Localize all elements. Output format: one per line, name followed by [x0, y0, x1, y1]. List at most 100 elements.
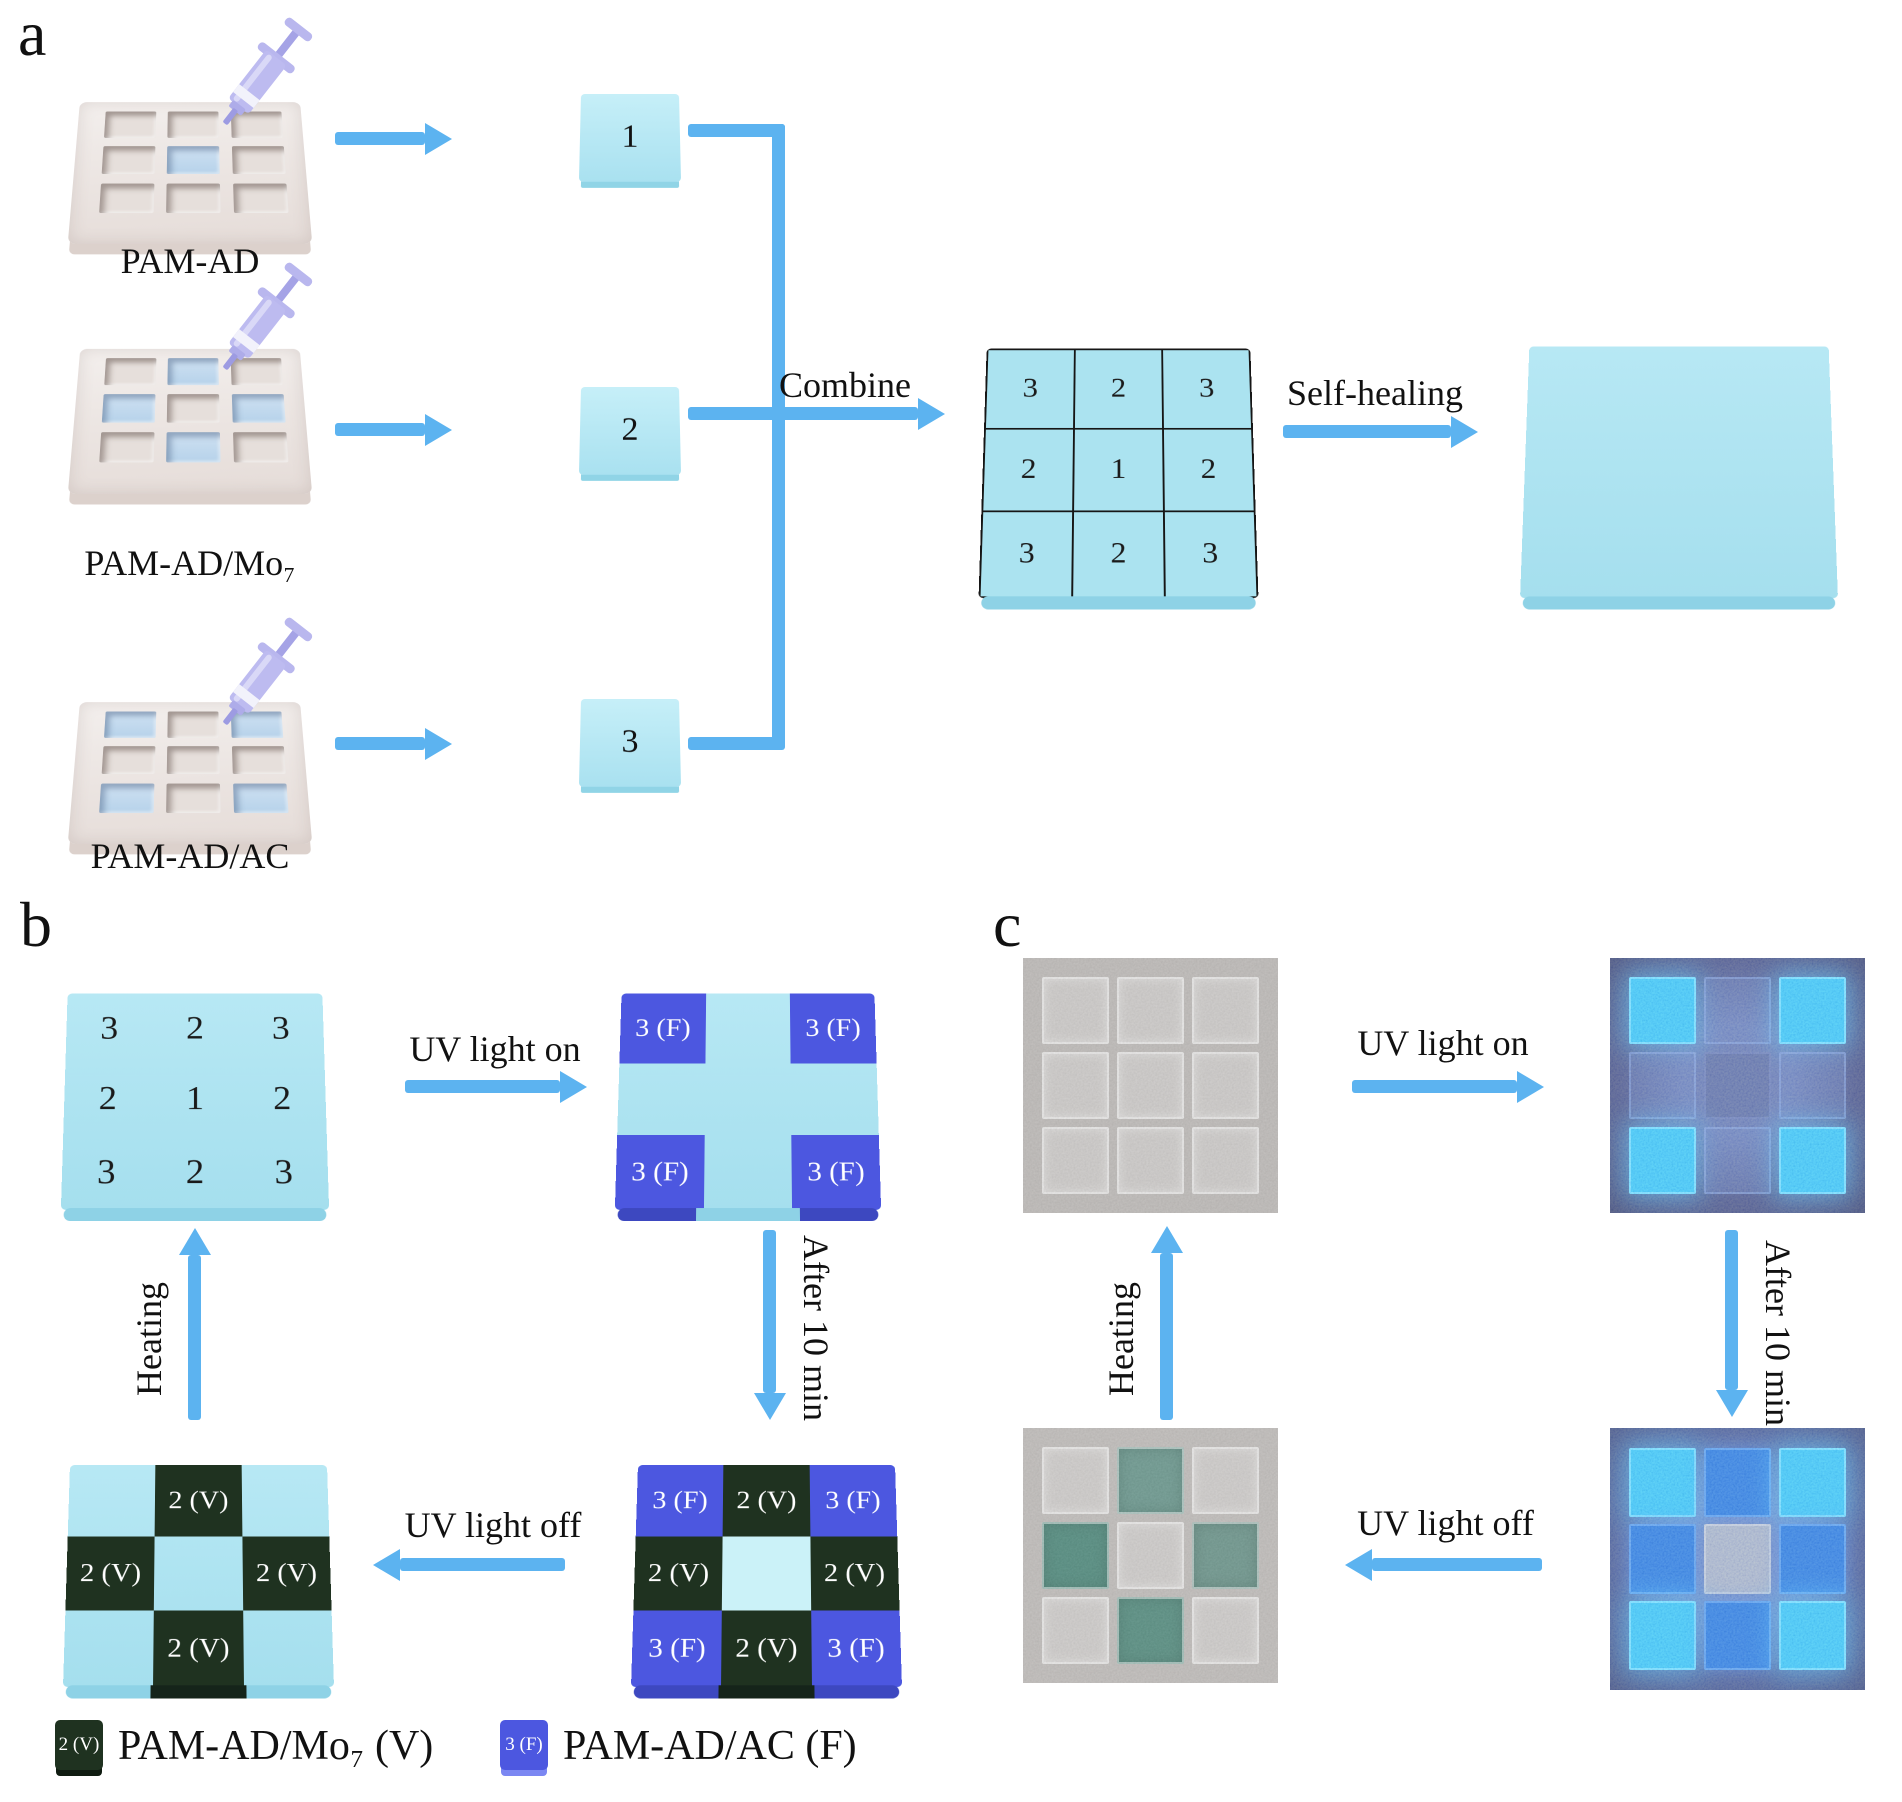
grid-cell	[1191, 1521, 1259, 1590]
combine-label: Combine	[779, 365, 911, 405]
grid-cell: 3	[100, 1010, 119, 1047]
grid-cell: 3	[96, 1153, 116, 1192]
arrow-mold1-to-tile1	[335, 132, 425, 145]
grid-cell	[1778, 1051, 1846, 1120]
grid-cell	[68, 1465, 156, 1536]
grid-cell	[1116, 1051, 1185, 1120]
grid-cell	[1191, 1051, 1259, 1120]
grid-cell	[154, 1537, 243, 1611]
photo-gel-daylight	[1023, 958, 1278, 1213]
after-10-min-arrow-c	[1725, 1230, 1738, 1390]
grid-cell	[1116, 1521, 1185, 1590]
grid-cell	[1629, 1051, 1697, 1120]
photo-grid	[1042, 1447, 1259, 1664]
syringe-icon	[223, 262, 313, 370]
uv-light-on-label-c: UV light on	[1357, 1023, 1529, 1063]
slab-front-edge	[617, 1208, 879, 1222]
uv-light-on-label-b: UV light on	[409, 1029, 581, 1069]
grid-cell	[704, 1063, 791, 1135]
grid-cell: 2 (V)	[65, 1536, 155, 1611]
healed-slab	[1520, 346, 1838, 610]
grid-cell: 3 (F)	[810, 1610, 902, 1688]
grid-cell	[1042, 1596, 1110, 1664]
self-healing-arrow	[1283, 425, 1451, 438]
grid-cell: 3 (F)	[809, 1465, 898, 1537]
grid-cell: 2	[1073, 512, 1164, 597]
grid-cell: 2 (V)	[242, 1536, 332, 1611]
grid-cell	[1778, 1524, 1846, 1594]
photo-gel-uv-off-colored	[1023, 1428, 1278, 1683]
mold-well	[99, 432, 155, 463]
grid-cell: 2 (V)	[722, 1465, 811, 1537]
legend-swatch-fluorescent: 3 (F)	[500, 1720, 548, 1770]
uv-off-grid: 2 (V) 2 (V) 2 (V) 2 (V)	[63, 1465, 334, 1688]
mold-well-filled	[104, 711, 156, 738]
grid-cell	[617, 1063, 705, 1135]
slab-front-edge	[633, 1685, 900, 1699]
self-healing-label: Self-healing	[1287, 373, 1463, 413]
mold-well	[104, 358, 157, 386]
grid-cell	[1042, 1126, 1110, 1194]
uv-on-grid: 3 (F) 3 (F) 3 (F) 3 (F)	[614, 993, 882, 1210]
gel-tile-3: 3	[578, 699, 682, 787]
grid-cell	[1629, 1524, 1697, 1594]
grid-cell: 3 (F)	[790, 993, 877, 1064]
mold-well	[166, 783, 221, 814]
mold-well	[101, 146, 156, 175]
grid-cell: 2	[186, 1010, 204, 1047]
grid-cell: 2	[1074, 350, 1163, 428]
grid-cell	[1116, 977, 1185, 1045]
after-10-min-label-c: After 10 min	[1758, 1240, 1798, 1426]
grid-cell	[705, 994, 791, 1064]
mold-well	[232, 183, 289, 214]
bracket-top-connector	[688, 124, 785, 137]
slab-front-edge	[980, 596, 1257, 610]
grid-cell	[1778, 1447, 1846, 1517]
grid-cell: 3 (F)	[614, 1135, 705, 1210]
combine-arrow	[688, 407, 918, 420]
grid-cell: 2	[272, 1080, 292, 1118]
grid-cell: 2	[98, 1080, 118, 1118]
grid-cell	[1629, 1126, 1697, 1194]
uv-light-off-arrow-c	[1372, 1558, 1542, 1571]
grid-cell	[1703, 1051, 1772, 1120]
arrow-mold2-to-tile2	[335, 423, 425, 436]
grid-cell: 3	[985, 350, 1074, 428]
grid-cell	[1703, 1447, 1772, 1517]
grid-cell: 3 (F)	[635, 1465, 724, 1537]
grid-cell: 2	[1163, 429, 1254, 511]
mold-label-pam-ad-ac: PAM-AD/AC	[90, 836, 290, 876]
grid-cell: 1	[185, 1080, 205, 1118]
healed-slab-surface	[1520, 346, 1838, 599]
grid-cell: 2	[185, 1153, 205, 1192]
heating-arrow-c	[1160, 1253, 1173, 1420]
healed-number-grid: 3 2 3 2 1 2 3 2 3	[60, 993, 330, 1210]
grid-cell	[1042, 1051, 1110, 1120]
grid-cell: 3	[274, 1153, 294, 1192]
mold-well-filled	[232, 783, 289, 814]
after-grid: 3 (F) 2 (V) 3 (F) 2 (V) 2 (V) 3 (F) 2 (V) 3 (F)	[631, 1465, 902, 1688]
panel-c-label: c	[993, 889, 1022, 960]
grid-cell	[1116, 1596, 1185, 1664]
mold-well	[104, 111, 156, 138]
mold-well	[101, 746, 156, 775]
uv-light-off-label-c: UV light off	[1357, 1503, 1534, 1543]
grid-cell: 3	[1164, 512, 1257, 597]
uv-light-on-arrow-b	[405, 1080, 560, 1093]
grid-cell	[722, 1536, 811, 1611]
mold-well-filled	[99, 783, 155, 814]
grid-cell: 1	[1074, 429, 1163, 511]
grid-cell	[241, 1465, 329, 1536]
photo-gel-uv-on	[1610, 958, 1865, 1213]
uv-light-off-arrow-b	[400, 1558, 565, 1571]
mold-well	[99, 183, 155, 214]
slab-uv-off: 2 (V) 2 (V) 2 (V) 2 (V)	[63, 1465, 334, 1699]
grid-cell	[1778, 977, 1846, 1045]
grid-cell: 3 (F)	[619, 993, 706, 1064]
mold-label-pam-ad-mo7: PAM-AD/Mo₇	[84, 543, 296, 583]
panel-a-label: a	[18, 0, 47, 69]
grid-cell: 3	[271, 1010, 290, 1047]
